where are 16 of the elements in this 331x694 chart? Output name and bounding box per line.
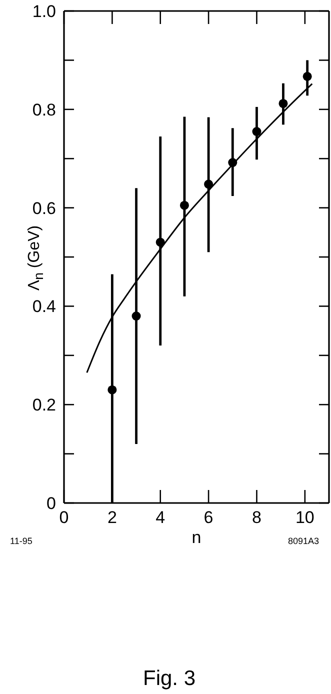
x-axis-title: n [192, 528, 202, 547]
y-tick-label: 0.2 [32, 396, 56, 415]
text: 8091A3 [288, 536, 320, 546]
x-tick-label: 10 [295, 508, 314, 528]
caption: Fig. 3 [143, 667, 196, 691]
x-tick-label: 2 [107, 508, 117, 528]
y-tick-label: 0.4 [32, 297, 56, 316]
y-tick-label: 1.0 [32, 2, 56, 21]
x-tick-label: 8 [252, 508, 262, 528]
y-tick-label: 0 [46, 494, 56, 513]
x-tick-label: 6 [204, 508, 214, 528]
x-tick-label: 0 [59, 508, 69, 528]
x-tick-label: 4 [156, 508, 166, 528]
y-tick-label: 0.8 [32, 100, 56, 120]
y-tick-label: 0.6 [32, 198, 56, 218]
text: 11-95 [10, 536, 32, 546]
